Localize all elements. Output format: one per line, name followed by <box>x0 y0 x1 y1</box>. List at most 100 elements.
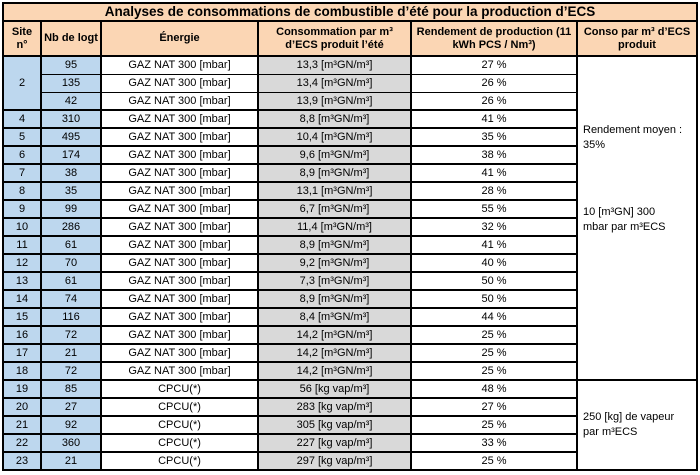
energie-cell: GAZ NAT 300 [mbar] <box>100 325 259 345</box>
table-row: 22 360 CPCU(*) 227 [kg vap/m³] 33 % <box>2 433 697 453</box>
site-cell: 14 <box>2 289 42 309</box>
site-cell: 2 <box>2 55 42 111</box>
site-cell: 21 <box>2 415 42 435</box>
conso-cell: 10,4 [m³GN/m³] <box>257 127 412 147</box>
rendement-cell: 25 % <box>410 343 578 363</box>
logements-cell: 38 <box>40 163 102 183</box>
rendement-cell: 33 % <box>410 433 578 453</box>
energie-cell: CPCU(*) <box>100 397 259 417</box>
logements-cell: 72 <box>40 325 102 345</box>
site-cell: 4 <box>2 109 42 129</box>
energie-cell: GAZ NAT 300 [mbar] <box>100 55 259 75</box>
header-rendement: Rendement de production (11 kWh PCS / Nm… <box>410 20 578 57</box>
logements-cell: 99 <box>40 199 102 219</box>
table-row: 19 85 CPCU(*) 56 [kg vap/m³] 48 % 250 [k… <box>2 379 698 471</box>
conso-cell: 8,8 [m³GN/m³] <box>257 109 412 129</box>
header-consommation: Consommation par m³ d’ECS produit l’été <box>257 20 412 57</box>
rendement-cell: 26 % <box>410 91 578 111</box>
conso-cell: 6,7 [m³GN/m³] <box>257 199 412 219</box>
site-cell: 5 <box>2 127 42 147</box>
logements-cell: 174 <box>40 145 102 165</box>
site-cell: 9 <box>2 199 42 219</box>
table-row: 17 21 GAZ NAT 300 [mbar] 14,2 [m³GN/m³] … <box>2 343 697 363</box>
conso-cell: 13,4 [m³GN/m³] <box>257 73 412 93</box>
rendement-cell: 28 % <box>410 181 578 201</box>
table-row: 8 35 GAZ NAT 300 [mbar] 13,1 [m³GN/m³] 2… <box>2 181 697 201</box>
logements-cell: 116 <box>40 307 102 327</box>
rendement-cell: 41 % <box>410 163 578 183</box>
energie-cell: GAZ NAT 300 [mbar] <box>100 91 259 111</box>
rendement-cell: 41 % <box>410 235 578 255</box>
gaz-note-cell: Rendement moyen : 35% 10 [m³GN] 300 mbar… <box>576 55 698 381</box>
table-row: 7 38 GAZ NAT 300 [mbar] 8,9 [m³GN/m³] 41… <box>2 163 697 183</box>
conso-cell: 14,2 [m³GN/m³] <box>257 325 412 345</box>
logements-cell: 61 <box>40 235 102 255</box>
table-row: 12 70 GAZ NAT 300 [mbar] 9,2 [m³GN/m³] 4… <box>2 253 697 273</box>
rendement-cell: 48 % <box>410 379 578 399</box>
table-row: 23 21 CPCU(*) 297 [kg vap/m³] 25 % <box>2 451 697 471</box>
conso-cell: 13,3 [m³GN/m³] <box>257 55 412 75</box>
conso-cell: 9,2 [m³GN/m³] <box>257 253 412 273</box>
site-cell: 6 <box>2 145 42 165</box>
logements-cell: 92 <box>40 415 102 435</box>
rendement-cell: 40 % <box>410 253 578 273</box>
table-row: 9 99 GAZ NAT 300 [mbar] 6,7 [m³GN/m³] 55… <box>2 199 697 219</box>
rendement-cell: 25 % <box>410 361 578 381</box>
site-cell: 19 <box>2 379 42 399</box>
rendement-cell: 32 % <box>410 217 578 237</box>
energie-cell: GAZ NAT 300 [mbar] <box>100 271 259 291</box>
conso-cell: 14,2 [m³GN/m³] <box>257 361 412 381</box>
site-cell: 15 <box>2 307 42 327</box>
energie-cell: GAZ NAT 300 [mbar] <box>100 307 259 327</box>
conso-cell: 8,9 [m³GN/m³] <box>257 289 412 309</box>
rendement-cell: 50 % <box>410 289 578 309</box>
logements-cell: 42 <box>40 91 102 111</box>
table-title-row: Analyses de consommations de combustible… <box>2 1 698 22</box>
conso-cell: 7,3 [m³GN/m³] <box>257 271 412 291</box>
logements-cell: 85 <box>40 379 102 399</box>
table-row: 10 286 GAZ NAT 300 [mbar] 11,4 [m³GN/m³]… <box>2 217 697 237</box>
table-row: 4 310 GAZ NAT 300 [mbar] 8,8 [m³GN/m³] 4… <box>2 109 697 129</box>
site-cell: 11 <box>2 235 42 255</box>
conso-cell: 227 [kg vap/m³] <box>257 433 412 453</box>
table-row: 6 174 GAZ NAT 300 [mbar] 9,6 [m³GN/m³] 3… <box>2 145 697 165</box>
logements-cell: 21 <box>40 451 102 471</box>
logements-cell: 72 <box>40 361 102 381</box>
energie-cell: GAZ NAT 300 [mbar] <box>100 361 259 381</box>
energie-cell: CPCU(*) <box>100 433 259 453</box>
note-rendement-moyen: Rendement moyen : 35% <box>583 124 683 152</box>
logements-cell: 310 <box>40 109 102 129</box>
logements-cell: 21 <box>40 343 102 363</box>
site-cell: 20 <box>2 397 42 417</box>
energie-cell: GAZ NAT 300 [mbar] <box>100 163 259 183</box>
table-header-row: Site n° Nb de logt Énergie Consommation … <box>2 20 698 57</box>
table-row: 42 GAZ NAT 300 [mbar] 13,9 [m³GN/m³] 26 … <box>3 91 697 111</box>
conso-cell: 283 [kg vap/m³] <box>257 397 412 417</box>
table-title: Analyses de consommations de combustible… <box>2 1 698 22</box>
rendement-cell: 25 % <box>410 415 578 435</box>
energie-cell: GAZ NAT 300 [mbar] <box>100 73 259 93</box>
conso-cell: 8,9 [m³GN/m³] <box>257 235 412 255</box>
conso-cell: 8,9 [m³GN/m³] <box>257 163 412 183</box>
conso-cell: 297 [kg vap/m³] <box>257 451 412 471</box>
energie-cell: GAZ NAT 300 [mbar] <box>100 217 259 237</box>
energie-cell: CPCU(*) <box>100 451 259 471</box>
site-cell: 17 <box>2 343 42 363</box>
conso-cell: 9,6 [m³GN/m³] <box>257 145 412 165</box>
site-cell: 13 <box>2 271 42 291</box>
conso-cell: 14,2 [m³GN/m³] <box>257 343 412 363</box>
site-cell: 8 <box>2 181 42 201</box>
site-cell: 16 <box>2 325 42 345</box>
rendement-cell: 27 % <box>410 55 578 75</box>
table-row: 21 92 CPCU(*) 305 [kg vap/m³] 25 % <box>2 415 697 435</box>
rendement-cell: 38 % <box>410 145 578 165</box>
header-conso-par-m3: Conso par m³ d’ECS produit <box>576 20 698 57</box>
site-cell: 22 <box>2 433 42 453</box>
conso-cell: 305 [kg vap/m³] <box>257 415 412 435</box>
table-row: 5 495 GAZ NAT 300 [mbar] 10,4 [m³GN/m³] … <box>2 127 697 147</box>
logements-cell: 27 <box>40 397 102 417</box>
logements-cell: 495 <box>40 127 102 147</box>
energie-cell: GAZ NAT 300 [mbar] <box>100 181 259 201</box>
